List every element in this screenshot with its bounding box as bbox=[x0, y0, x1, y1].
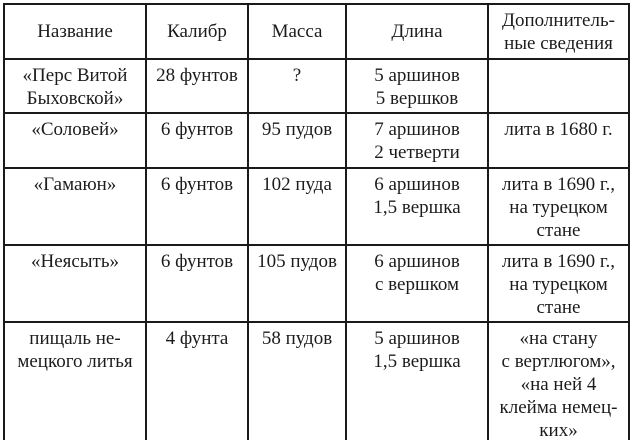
cell-length: 5 аршинов 5 вершков bbox=[345, 58, 489, 114]
cell-extra bbox=[487, 58, 630, 114]
cell-name: «Неясыть» bbox=[3, 244, 147, 323]
cell-extra: лита в 1690 г., на турецком стане bbox=[487, 167, 630, 246]
table-row: «Перс Витой Быховской» 28 фунтов ? 5 арш… bbox=[3, 58, 630, 114]
cell-extra: «на стану с вертлюгом», «на ней 4 клейма… bbox=[487, 321, 630, 440]
cell-mass: ? bbox=[247, 58, 347, 114]
header-cell-name: Название bbox=[3, 3, 147, 60]
cell-length: 6 аршинов 1,5 вершка bbox=[345, 167, 489, 246]
table-row: «Неясыть» 6 фунтов 105 пудов 6 аршинов с… bbox=[3, 244, 630, 323]
cell-caliber: 28 фунтов bbox=[145, 58, 249, 114]
cell-caliber: 4 фунта bbox=[145, 321, 249, 440]
cell-name: «Перс Витой Быховской» bbox=[3, 58, 147, 114]
cell-mass: 102 пуда bbox=[247, 167, 347, 246]
cell-length: 7 аршинов 2 четверти bbox=[345, 112, 489, 169]
cell-mass: 105 пудов bbox=[247, 244, 347, 323]
cell-name: «Гамаюн» bbox=[3, 167, 147, 246]
cell-length: 5 аршинов 1,5 вершка bbox=[345, 321, 489, 440]
cell-extra: лита в 1690 г., на турецком стане bbox=[487, 244, 630, 323]
cell-mass: 58 пудов bbox=[247, 321, 347, 440]
table-row: «Соловей» 6 фунтов 95 пудов 7 аршинов 2 … bbox=[3, 112, 630, 169]
header-cell-length: Длина bbox=[345, 3, 489, 60]
header-cell-mass: Масса bbox=[247, 3, 347, 60]
cell-caliber: 6 фунтов bbox=[145, 244, 249, 323]
table-row: пищаль не- мецкого литья 4 фунта 58 пудо… bbox=[3, 321, 630, 440]
cell-mass: 95 пудов bbox=[247, 112, 347, 169]
cell-name: пищаль не- мецкого литья bbox=[3, 321, 147, 440]
cannons-table: Название Калибр Масса Длина Дополнитель-… bbox=[3, 3, 630, 440]
header-cell-caliber: Калибр bbox=[145, 3, 249, 60]
cell-length: 6 аршинов с вершком bbox=[345, 244, 489, 323]
cell-name: «Соловей» bbox=[3, 112, 147, 169]
cell-extra: лита в 1680 г. bbox=[487, 112, 630, 169]
cell-caliber: 6 фунтов bbox=[145, 167, 249, 246]
header-cell-extra: Дополнитель- ные сведения bbox=[487, 3, 630, 60]
table-row: «Гамаюн» 6 фунтов 102 пуда 6 аршинов 1,5… bbox=[3, 167, 630, 246]
cell-caliber: 6 фунтов bbox=[145, 112, 249, 169]
table-header-row: Название Калибр Масса Длина Дополнитель-… bbox=[3, 3, 630, 60]
